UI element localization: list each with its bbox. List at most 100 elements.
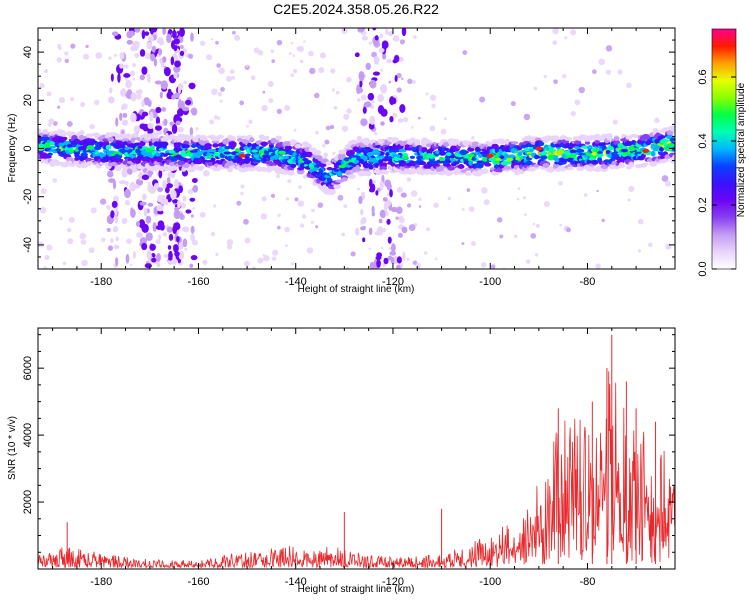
spectrogram-core xyxy=(93,145,102,151)
spectrogram-band-cell xyxy=(160,141,169,147)
spectrogram-speck xyxy=(213,115,219,120)
spectrogram-speck xyxy=(246,125,250,128)
spectrogram-speck xyxy=(310,220,314,224)
spectrogram-speck xyxy=(341,125,349,132)
spectrogram-band-cell xyxy=(43,155,52,159)
spectrogram-core xyxy=(348,154,357,159)
spectrogram-speck xyxy=(552,40,558,46)
spectrogram-band-cell xyxy=(229,165,236,169)
spectrogram-speck xyxy=(637,249,641,253)
spectrogram-speck xyxy=(206,54,213,61)
spectrogram-speck xyxy=(250,75,256,81)
spectrogram-y-tick-label: -20 xyxy=(22,189,34,205)
spectrogram-smear xyxy=(156,204,164,212)
colorbar-tick-label: 0.4 xyxy=(697,133,709,148)
spectrogram-core xyxy=(652,146,658,152)
spectrogram-core xyxy=(455,153,460,157)
spectrogram-smear xyxy=(401,28,407,37)
spectrogram-speck xyxy=(431,103,436,109)
spectrogram-core xyxy=(318,168,324,174)
spectrogram-speck xyxy=(513,234,518,239)
spectrogram-smear xyxy=(153,182,160,190)
spectrogram-speck xyxy=(248,119,253,125)
spectrogram-band-cell xyxy=(625,135,633,140)
spectrogram-speck xyxy=(67,238,74,245)
spectrogram-core xyxy=(628,146,636,152)
snr-x-tick-label: -80 xyxy=(580,576,596,588)
spectrogram-smear xyxy=(172,224,178,235)
spectrogram-band-cell xyxy=(382,170,389,175)
spectrogram-smear xyxy=(356,87,364,94)
spectrogram-speck xyxy=(335,90,340,95)
spectrogram-band-cell xyxy=(216,134,225,139)
spectrogram-smear xyxy=(374,35,379,41)
spectrogram-smear xyxy=(378,218,383,224)
spectrogram-smear xyxy=(110,210,115,219)
spectrogram-band-cell xyxy=(398,148,407,153)
spectrogram-smear xyxy=(108,87,113,94)
spectrogram-smear xyxy=(151,253,156,258)
spectrogram-band-cell xyxy=(471,141,480,148)
spectrogram-speck xyxy=(661,175,669,182)
spectrogram-speck xyxy=(294,197,299,202)
spectrogram-speck xyxy=(290,41,294,45)
spectrogram-speck xyxy=(132,77,136,81)
spectrogram-band-cell xyxy=(62,136,68,141)
spectrogram-smear xyxy=(178,185,184,194)
spectrogram-smear xyxy=(157,187,164,193)
spectrogram-band-cell xyxy=(53,161,62,166)
spectrogram-speck xyxy=(561,73,567,79)
spectrogram-core xyxy=(145,151,152,156)
spectrogram-smear xyxy=(362,106,367,114)
spectrogram-speck xyxy=(217,116,221,120)
spectrogram-smear xyxy=(390,206,398,213)
spectrogram-smear xyxy=(182,195,187,202)
spectrogram-band-cell xyxy=(447,166,456,171)
spectrogram-speck xyxy=(301,214,307,219)
spectrogram-band-cell xyxy=(42,128,49,135)
spectrogram-core xyxy=(506,157,513,162)
spectrogram-smear xyxy=(138,220,145,226)
spectrogram-smear xyxy=(134,53,139,58)
spectrogram-band-cell xyxy=(409,137,416,143)
spectrogram-speck xyxy=(408,224,416,231)
spectrogram-smear xyxy=(146,41,153,50)
spectrogram-speck xyxy=(126,238,132,245)
spectrogram-smear xyxy=(141,99,145,107)
spectrogram-core xyxy=(135,148,141,154)
spectrogram-speck xyxy=(309,67,316,75)
spectrogram-smear xyxy=(377,93,384,103)
spectrogram-band-cell xyxy=(640,153,646,159)
spectrogram-speck xyxy=(261,196,267,202)
spectrogram-smear xyxy=(119,112,123,121)
spectrogram-smear xyxy=(385,28,389,35)
spectrogram-band-cell xyxy=(258,134,265,140)
spectrogram-speck xyxy=(124,199,131,206)
spectrogram-smear xyxy=(158,48,163,56)
spectrogram-speck xyxy=(418,197,422,201)
spectrogram-speck xyxy=(135,93,142,100)
spectrogram-band-cell xyxy=(105,144,112,150)
spectrogram-smear xyxy=(162,179,167,190)
spectrogram-smear xyxy=(369,79,377,89)
spectrogram-smear xyxy=(384,179,391,188)
spectrogram-speck xyxy=(271,59,276,63)
spectrogram-smear xyxy=(141,174,150,181)
spectrogram-speck xyxy=(313,92,320,99)
spectrogram-band-cell xyxy=(285,140,292,147)
spectrogram-y-axis-label: Frequency (Hz) xyxy=(7,114,18,183)
spectrogram-speck xyxy=(570,29,577,36)
spectrogram-speck xyxy=(233,34,241,41)
spectrogram-band-cell xyxy=(613,139,621,146)
spectrogram-speck xyxy=(62,261,67,266)
spectrogram-smear xyxy=(143,97,150,106)
spectrogram-smear xyxy=(383,202,388,212)
spectrogram-band-cell xyxy=(80,152,88,157)
spectrogram-speck xyxy=(331,88,335,92)
colorbar-tick-label: 0.0 xyxy=(697,261,709,276)
spectrogram-speck xyxy=(216,63,221,68)
snr-plot-area xyxy=(38,334,675,569)
spectrogram-band-cell xyxy=(155,156,164,163)
spectrogram-smear xyxy=(141,242,148,251)
